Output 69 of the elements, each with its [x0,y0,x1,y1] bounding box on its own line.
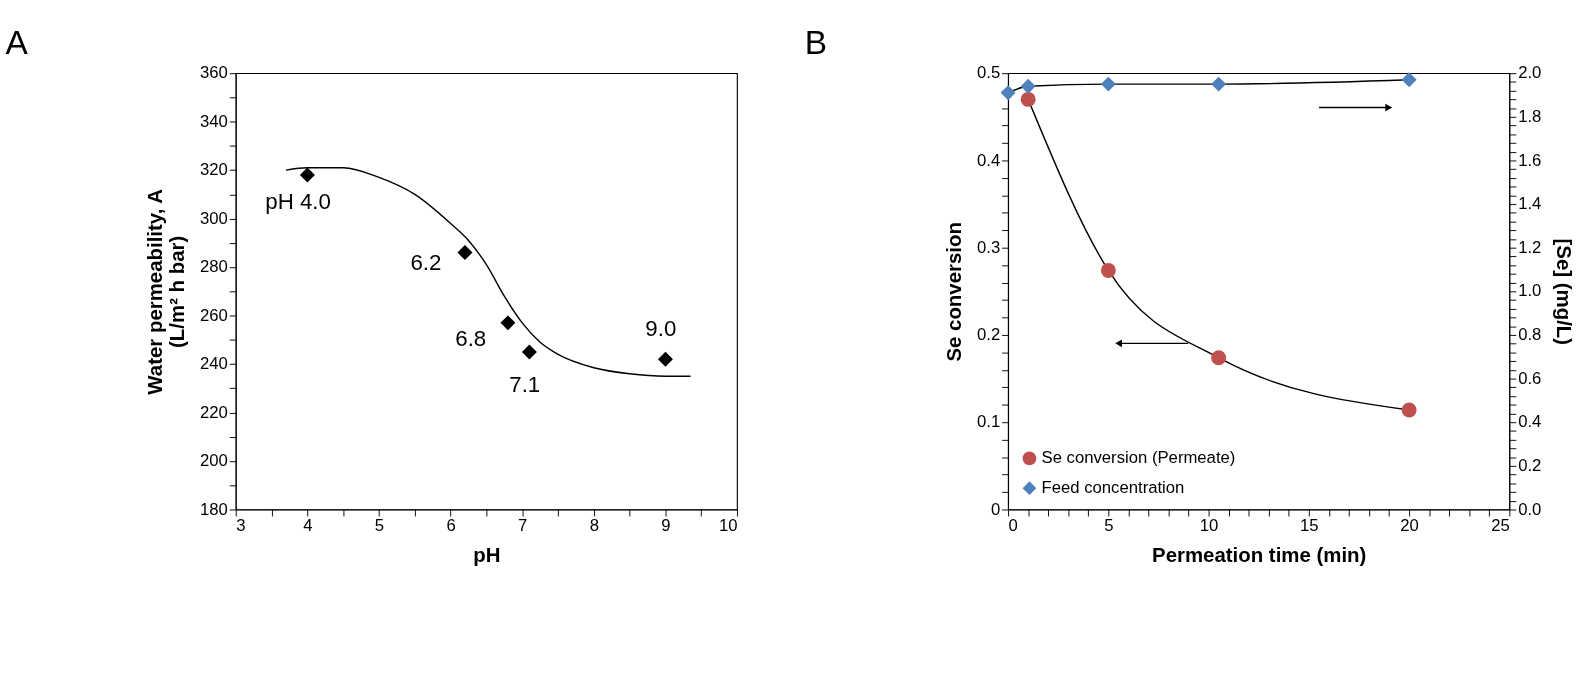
x-tick-label: 7 [518,516,528,536]
y-tick-label: 360 [200,63,228,83]
x-tick-label: 15 [1300,516,1319,536]
y-tick-label: 220 [200,402,228,422]
y-tick-label: 180 [200,499,228,519]
legend-label: Feed concentration [1041,477,1185,497]
point [1020,78,1036,94]
y2-tick-label: 0.4 [1518,412,1542,432]
annotation: 9.0 [645,316,677,342]
annotation: 7.1 [509,371,541,397]
legend-label: Se conversion (Permeate) [1041,448,1236,468]
y2-tick-label: 1.0 [1518,281,1542,301]
point [1401,72,1417,88]
y-tick-label: 0.1 [977,412,1001,432]
point [1211,76,1227,92]
y-tick-label: 0.2 [977,325,1001,345]
point [457,245,473,261]
y-tick-label: 300 [200,208,228,228]
point [1100,76,1116,92]
y-tick-label: 200 [200,451,228,471]
point [1211,350,1227,366]
x-tick-label: 5 [1104,516,1114,536]
y-tick-label: 0.4 [977,150,1001,170]
y2-tick-label: 0.2 [1518,455,1542,475]
x-tick-label: 10 [718,516,738,536]
x-tick-label: 20 [1400,516,1419,536]
chart-title: A [5,23,29,61]
y-tick-label: 0.5 [977,63,1001,83]
y-axis-title: Se conversion [943,222,966,362]
x-axis-title: pH [473,543,501,566]
point [500,315,516,331]
x-tick-label: 25 [1491,516,1510,536]
y-tick-label: 0 [990,499,1001,519]
y-tick-label: 340 [200,111,228,131]
x-tick-label: 0 [1008,516,1018,536]
point [1020,91,1036,107]
x-tick-label: 8 [589,516,599,536]
y-tick-label: 240 [200,354,228,374]
x-tick-label: 5 [374,516,385,536]
y2-tick-label: 1.8 [1518,106,1542,126]
x-tick-label: 3 [236,516,246,536]
y2-tick-label: 1.4 [1518,194,1542,214]
x-tick-label: 10 [1199,516,1219,536]
y2-tick-label: 0.0 [1518,499,1542,519]
point [657,351,673,367]
y2-tick-label: 1.6 [1518,150,1542,170]
annotation: pH 4.0 [265,189,331,215]
y-tick-label: 280 [200,257,228,277]
point [1401,402,1417,418]
x-axis-title: Permeation time (min) [1152,543,1367,566]
x-tick-label: 9 [661,516,671,536]
x-tick-label: 4 [303,516,313,536]
y2-axis-title: [Se] (mg/L) [1553,238,1576,346]
y-tick-label: 260 [200,305,228,325]
point [299,167,315,183]
point [1000,85,1016,101]
annotation: 6.8 [455,326,487,352]
y2-tick-label: 0.6 [1518,368,1542,388]
x-tick-label: 6 [446,516,456,536]
y2-tick-label: 2.0 [1518,63,1542,83]
y-tick-label: 0.3 [977,237,1001,257]
chart-title: B [804,23,828,61]
annotation: 6.2 [410,250,442,276]
y2-tick-label: 1.2 [1518,237,1542,257]
y-axis-title: Water permeability, A (L/m² h bar) [143,188,189,395]
y-tick-label: 320 [200,160,228,180]
point [521,344,537,360]
y2-tick-label: 0.8 [1518,325,1542,345]
point [1100,262,1116,278]
